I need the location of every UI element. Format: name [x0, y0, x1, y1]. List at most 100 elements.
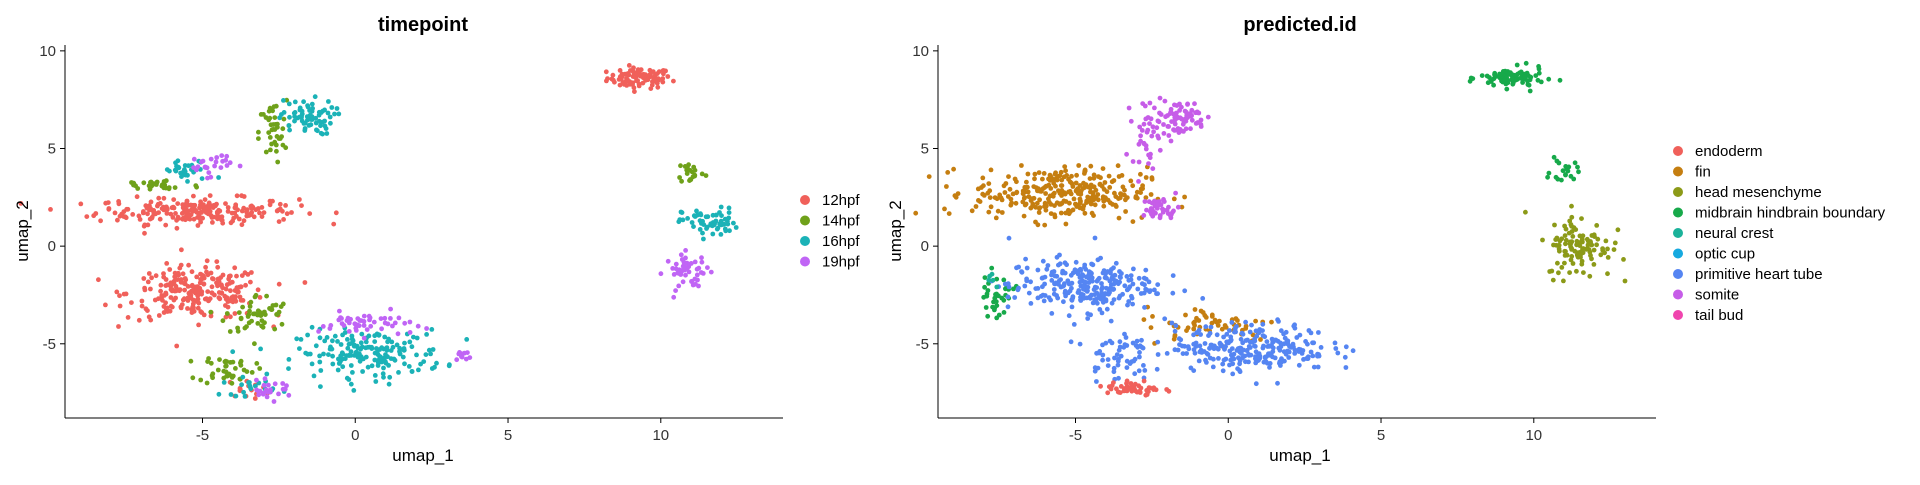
data-point	[714, 212, 719, 218]
data-point	[283, 145, 289, 151]
data-point	[1134, 338, 1140, 344]
data-point	[1332, 340, 1338, 346]
data-point	[236, 310, 242, 315]
data-point	[1569, 254, 1575, 259]
data-point	[1122, 187, 1127, 193]
data-point	[206, 200, 212, 206]
data-point	[1621, 257, 1626, 262]
data-point	[1012, 176, 1018, 182]
data-point	[145, 308, 150, 313]
data-point	[430, 347, 436, 352]
data-point	[195, 223, 201, 228]
data-point	[309, 101, 315, 107]
data-point	[286, 123, 292, 128]
data-point	[1037, 205, 1043, 211]
data-point	[322, 107, 327, 113]
data-point	[164, 211, 170, 216]
data-point	[645, 77, 651, 83]
data-point	[261, 390, 267, 396]
x-tick-label: 0	[1224, 427, 1232, 444]
data-point	[1311, 364, 1317, 370]
panel-title: predicted.id	[1243, 14, 1356, 36]
data-point	[297, 107, 303, 113]
data-point	[1134, 389, 1140, 395]
data-point	[1238, 336, 1244, 342]
data-point	[330, 361, 336, 367]
data-point	[173, 295, 179, 301]
data-point	[660, 76, 666, 81]
data-point	[112, 210, 118, 216]
data-point	[1525, 82, 1531, 87]
data-point	[237, 163, 243, 169]
data-point	[341, 323, 347, 328]
data-point	[185, 284, 191, 289]
data-point	[277, 115, 282, 121]
data-point	[986, 209, 992, 215]
data-point	[1054, 254, 1060, 260]
data-point	[1105, 390, 1111, 396]
data-point	[1124, 358, 1130, 364]
data-point	[434, 360, 439, 366]
data-point	[1147, 289, 1152, 295]
data-point	[1189, 117, 1195, 123]
data-point	[1350, 348, 1356, 354]
data-point	[605, 76, 610, 81]
data-point	[1094, 379, 1099, 384]
data-point	[314, 127, 319, 133]
data-point	[270, 303, 276, 308]
data-point	[424, 332, 429, 337]
data-point	[157, 216, 163, 222]
data-point	[1149, 206, 1154, 212]
data-point	[103, 302, 108, 308]
legend-swatch	[1673, 310, 1683, 320]
data-point	[1217, 318, 1222, 324]
data-point	[84, 214, 90, 220]
data-point	[1145, 127, 1151, 133]
data-point	[1100, 285, 1105, 290]
data-point	[218, 165, 224, 171]
data-point	[335, 339, 340, 344]
data-point	[243, 282, 249, 288]
data-point	[189, 203, 195, 209]
data-point	[224, 311, 230, 316]
data-point	[1046, 295, 1052, 300]
data-point	[1021, 213, 1027, 219]
data-point	[1002, 190, 1008, 195]
data-point	[248, 204, 254, 209]
data-point	[1146, 161, 1151, 167]
data-point	[1227, 348, 1233, 354]
legend-label: tail bud	[1695, 307, 1743, 324]
data-point	[1192, 323, 1197, 328]
data-point	[1138, 171, 1143, 177]
data-point	[1074, 172, 1079, 178]
data-point	[1278, 340, 1283, 346]
data-point	[1130, 281, 1136, 287]
data-point	[244, 213, 250, 219]
data-point	[1556, 270, 1561, 276]
data-point	[1101, 198, 1107, 204]
data-point	[1318, 345, 1324, 350]
data-point	[989, 271, 995, 277]
data-point	[340, 332, 345, 338]
data-point	[402, 320, 408, 326]
legend: 12hpf 14hpf 16hpf 19hpf	[800, 192, 860, 271]
data-point	[1101, 203, 1107, 209]
data-point	[1292, 351, 1298, 356]
data-point	[255, 312, 260, 318]
data-point	[1150, 314, 1155, 319]
data-point	[1134, 189, 1140, 195]
data-point	[1078, 268, 1084, 273]
data-point	[1196, 318, 1202, 323]
data-point	[1031, 195, 1037, 201]
data-point	[1042, 222, 1048, 228]
data-point	[1090, 300, 1096, 306]
data-point	[682, 164, 688, 169]
data-point	[1007, 186, 1013, 192]
data-point	[208, 156, 214, 162]
data-point	[635, 67, 641, 72]
data-point	[197, 290, 203, 295]
data-point	[1164, 351, 1170, 356]
data-point	[426, 347, 432, 353]
data-point	[297, 346, 302, 351]
data-point	[372, 339, 378, 344]
